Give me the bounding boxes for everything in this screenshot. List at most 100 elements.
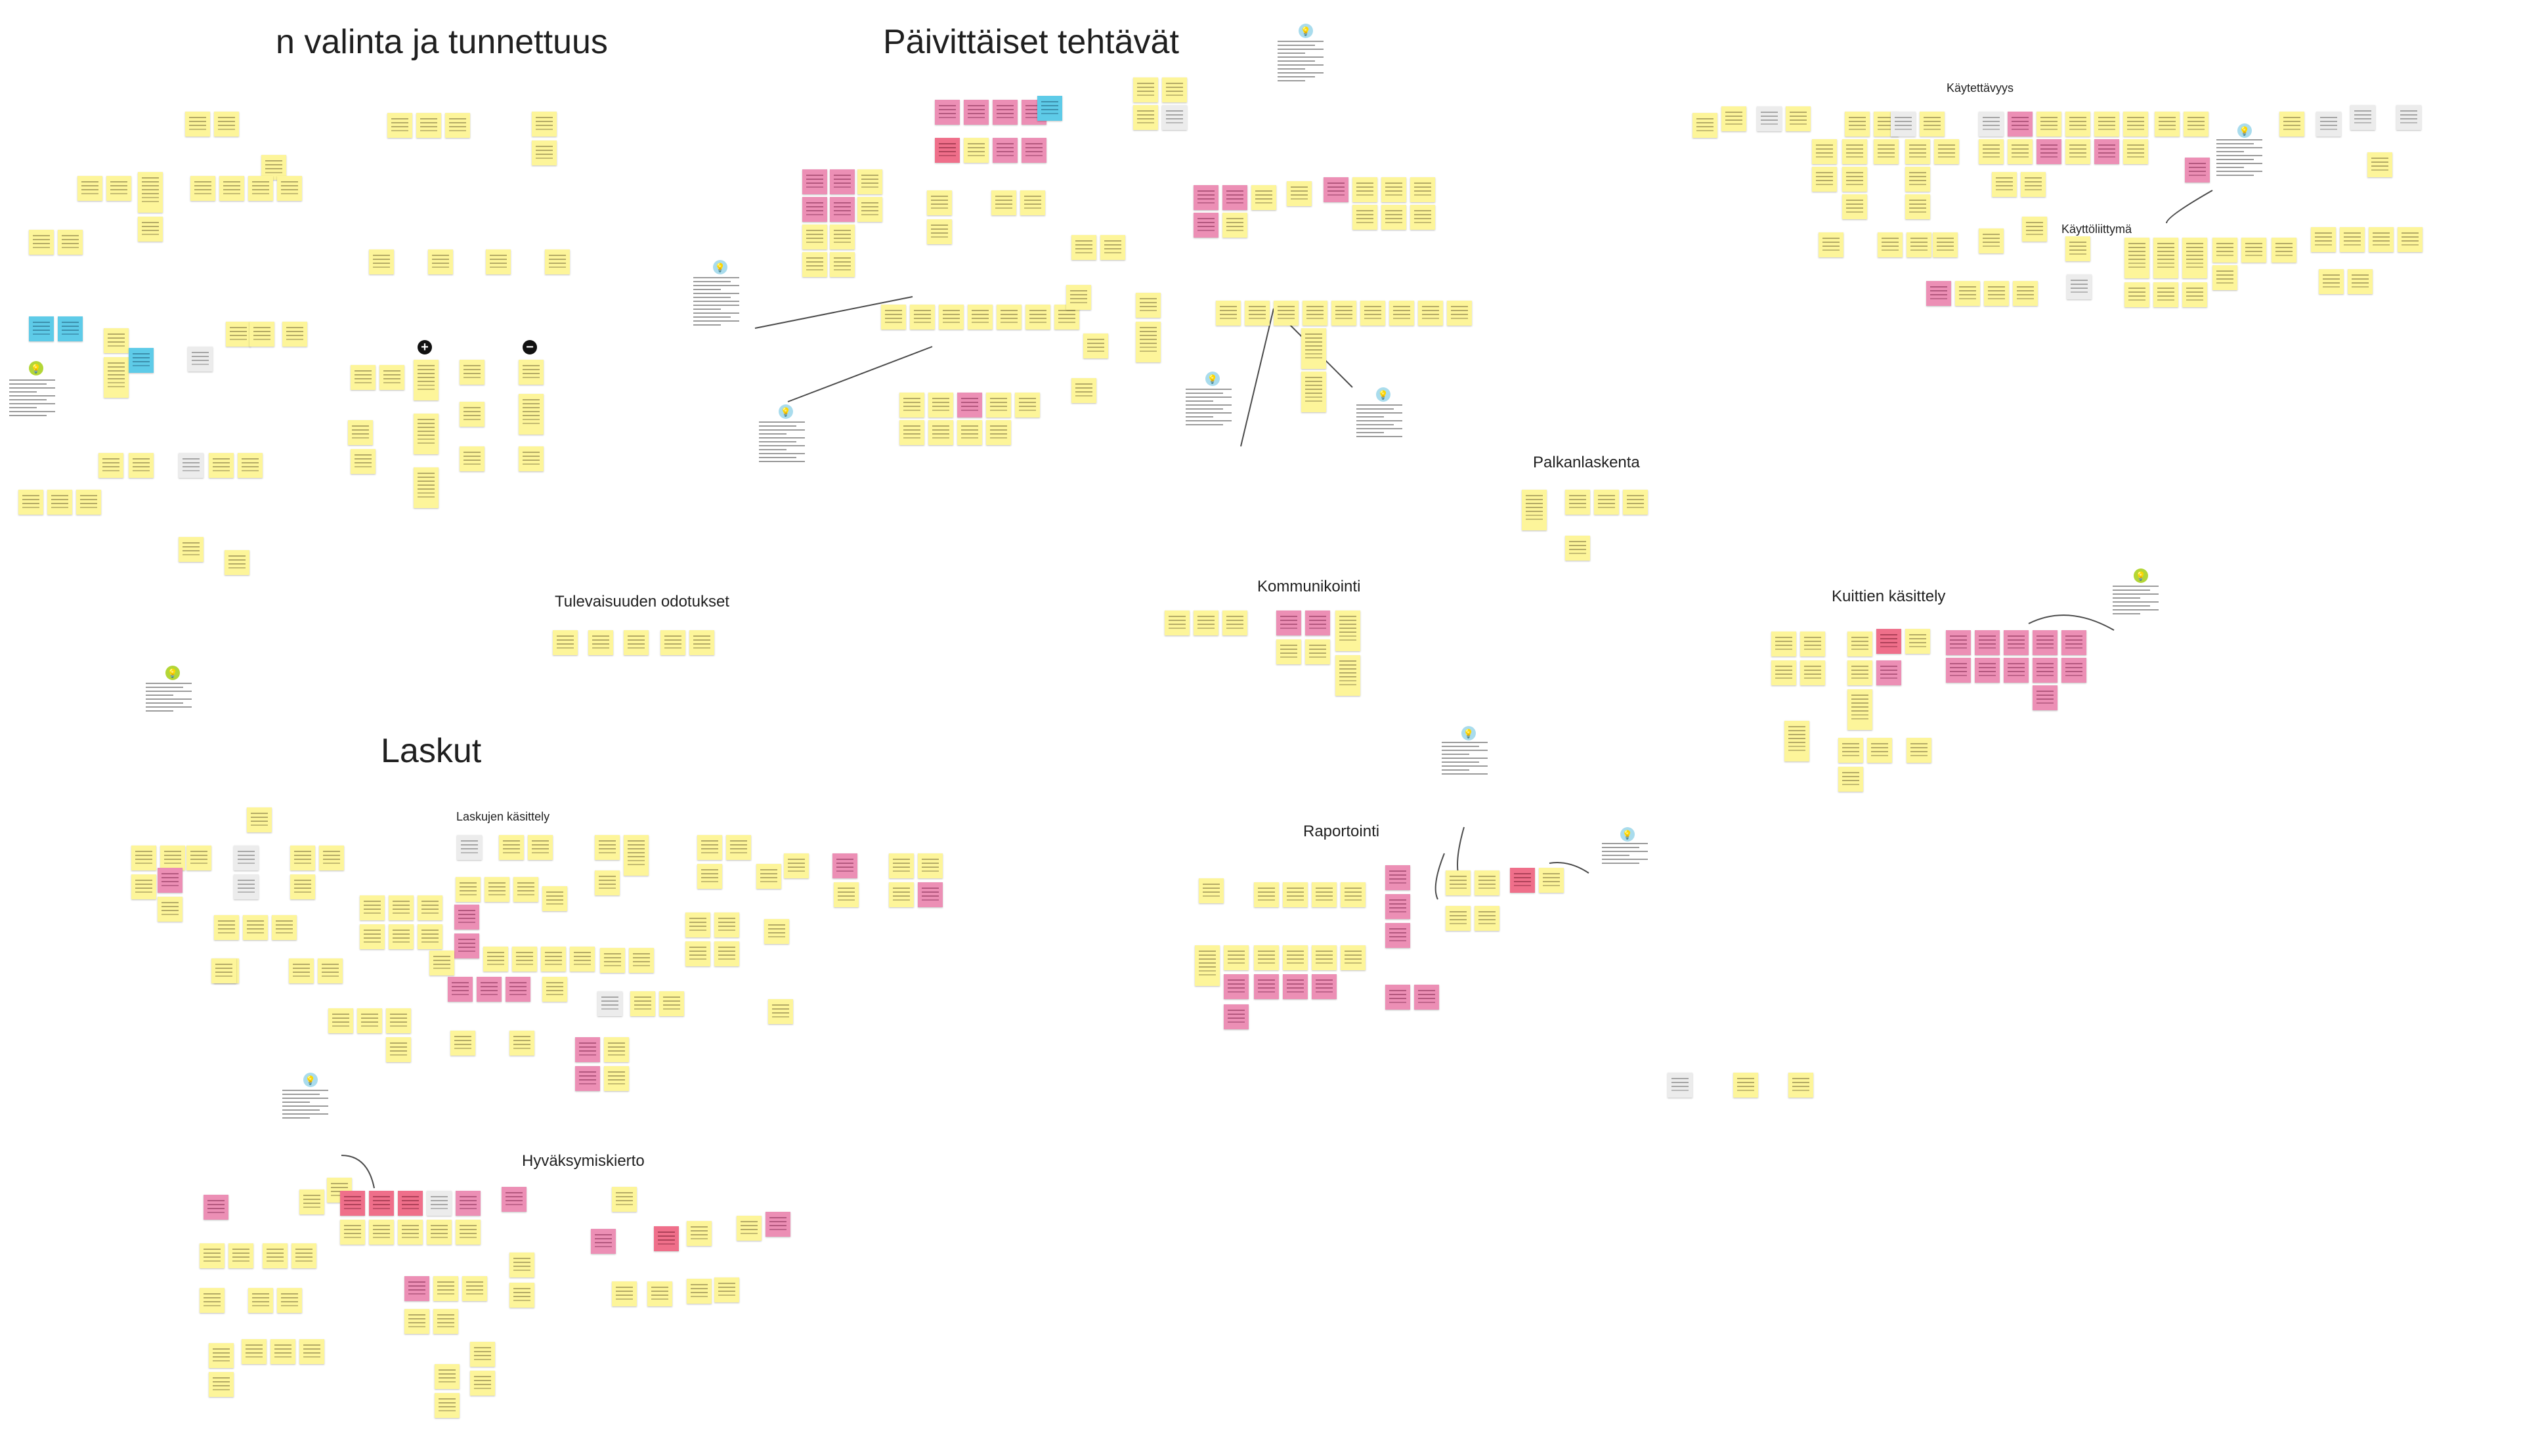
sticky-note[interactable] [1788, 1073, 1813, 1098]
sticky-note[interactable] [2182, 282, 2207, 307]
sticky-note[interactable] [445, 113, 470, 138]
sticky-note[interactable] [939, 305, 964, 330]
sticky-note[interactable] [47, 490, 72, 515]
sticky-note[interactable] [1283, 945, 1308, 970]
sticky-note[interactable] [1100, 235, 1125, 260]
sticky-note[interactable] [188, 347, 213, 372]
sticky-note[interactable] [2061, 630, 2086, 655]
sticky-note[interactable] [1251, 185, 1276, 210]
sticky-note[interactable] [369, 1191, 394, 1216]
sticky-note[interactable] [834, 882, 859, 907]
sticky-note[interactable] [429, 951, 454, 975]
sticky-note[interactable] [532, 140, 557, 165]
sticky-note[interactable] [1037, 96, 1062, 121]
sticky-note[interactable] [1331, 301, 1356, 326]
sticky-note[interactable] [1926, 281, 1951, 306]
sticky-note[interactable] [328, 1008, 353, 1033]
sticky-note[interactable] [483, 947, 508, 972]
sticky-note[interactable] [1194, 610, 1218, 635]
sticky-note[interactable] [29, 230, 54, 255]
sticky-note[interactable] [1410, 205, 1435, 230]
sticky-note[interactable] [2212, 265, 2237, 290]
sticky-note[interactable] [1136, 322, 1161, 362]
lightbulb-icon[interactable]: 💡 [165, 666, 180, 680]
sticky-note[interactable] [659, 991, 684, 1016]
sticky-note[interactable] [1276, 639, 1301, 664]
lightbulb-icon[interactable]: 💡 [713, 260, 727, 274]
sticky-note[interactable] [360, 895, 385, 920]
sticky-note[interactable] [1984, 281, 2009, 306]
sticky-note[interactable] [1692, 113, 1717, 138]
sticky-note[interactable] [1245, 301, 1270, 326]
sticky-note[interactable] [899, 393, 924, 418]
sticky-note[interactable] [830, 197, 855, 222]
sticky-note[interactable] [1668, 1073, 1692, 1098]
lightbulb-icon[interactable]: 💡 [1620, 827, 1635, 842]
sticky-note[interactable] [340, 1191, 365, 1216]
sticky-note[interactable] [1385, 923, 1410, 948]
sticky-note[interactable] [1083, 333, 1108, 358]
sticky-note[interactable] [228, 1243, 253, 1268]
lightbulb-icon[interactable]: 💡 [2237, 123, 2252, 138]
sticky-note[interactable] [1194, 213, 1218, 238]
sticky-note[interactable] [986, 420, 1011, 445]
sticky-note[interactable] [351, 365, 376, 390]
sticky-note[interactable] [802, 252, 827, 277]
sticky-note[interactable] [1446, 870, 1471, 895]
sticky-note[interactable] [1389, 301, 1414, 326]
sticky-note[interactable] [1216, 301, 1241, 326]
sticky-note[interactable] [595, 870, 620, 895]
sticky-note[interactable] [647, 1281, 672, 1306]
sticky-note[interactable] [1800, 632, 1825, 656]
sticky-note[interactable] [2033, 658, 2058, 683]
sticky-note[interactable] [624, 835, 649, 876]
sticky-note[interactable] [209, 1372, 234, 1397]
sticky-note[interactable] [1594, 490, 1619, 515]
sticky-note[interactable] [58, 230, 83, 255]
sticky-note[interactable] [1222, 185, 1247, 210]
sticky-note[interactable] [1979, 228, 2004, 253]
sticky-note[interactable] [290, 846, 315, 870]
plus-icon[interactable]: + [418, 340, 432, 354]
sticky-note[interactable] [435, 1364, 460, 1389]
sticky-note[interactable] [1955, 281, 1980, 306]
sticky-note[interactable] [291, 1243, 316, 1268]
sticky-note[interactable] [685, 941, 710, 966]
sticky-note[interactable] [450, 1031, 475, 1056]
sticky-note[interactable] [1905, 139, 1930, 164]
sticky-note[interactable] [1283, 882, 1308, 907]
sticky-note[interactable] [460, 360, 485, 385]
sticky-note[interactable] [277, 1288, 302, 1313]
sticky-note[interactable] [138, 217, 163, 242]
lightbulb-icon[interactable]: 💡 [2134, 568, 2148, 583]
sticky-note[interactable] [910, 305, 935, 330]
sticky-note[interactable] [433, 1309, 458, 1334]
sticky-note[interactable] [714, 1277, 739, 1302]
sticky-note[interactable] [689, 630, 714, 655]
sticky-note[interactable] [457, 835, 482, 860]
sticky-note[interactable] [158, 868, 183, 893]
sticky-note[interactable] [714, 912, 739, 937]
sticky-note[interactable] [477, 977, 502, 1002]
sticky-note[interactable] [968, 305, 993, 330]
sticky-note[interactable] [2036, 112, 2061, 137]
sticky-note[interactable] [1071, 235, 1096, 260]
sticky-note[interactable] [509, 1253, 534, 1277]
sticky-note[interactable] [2153, 282, 2178, 307]
sticky-note[interactable] [1786, 106, 1811, 131]
sticky-note[interactable] [261, 155, 286, 180]
sticky-note[interactable] [604, 1037, 629, 1062]
sticky-note[interactable] [179, 537, 204, 562]
sticky-note[interactable] [351, 449, 376, 474]
sticky-note[interactable] [299, 1339, 324, 1364]
sticky-note[interactable] [456, 1220, 481, 1245]
sticky-note[interactable] [1842, 194, 1867, 219]
sticky-note[interactable] [512, 947, 537, 972]
sticky-note[interactable] [756, 864, 781, 889]
sticky-note[interactable] [460, 446, 485, 471]
sticky-note[interactable] [764, 919, 789, 944]
sticky-note[interactable] [830, 252, 855, 277]
sticky-note[interactable] [1385, 985, 1410, 1010]
sticky-note[interactable] [389, 895, 414, 920]
